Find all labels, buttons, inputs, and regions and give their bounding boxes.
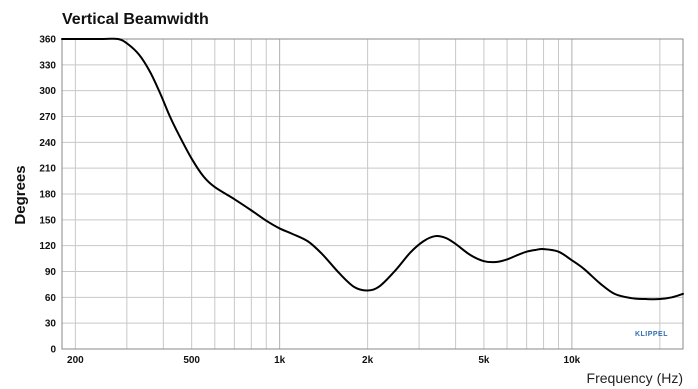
y-tick-label: 210 <box>39 164 56 175</box>
x-tick-label: 1k <box>274 355 286 366</box>
y-axis-ticks: 0 30 60 90 120 150 180 210 240 270 300 330 360 <box>39 35 56 356</box>
y-tick-label: 0 <box>50 345 56 356</box>
y-tick-label: 360 <box>39 35 56 46</box>
x-axis-label: Frequency (Hz) <box>587 370 683 386</box>
y-tick-label: 300 <box>39 86 56 97</box>
x-tick-label: 5k <box>478 355 490 366</box>
y-tick-label: 120 <box>39 241 56 252</box>
x-tick-label: 200 <box>67 355 84 366</box>
y-tick-label: 240 <box>39 138 56 149</box>
y-tick-label: 60 <box>45 293 57 304</box>
y-tick-label: 150 <box>39 215 56 226</box>
x-axis-ticks: 200 500 1k 2k 5k 10k <box>67 355 581 366</box>
grid <box>62 38 683 350</box>
y-axis-label: Degrees <box>12 165 29 224</box>
x-tick-label: 10k <box>564 355 581 366</box>
series-layer <box>61 37 684 301</box>
y-tick-label: 180 <box>39 190 56 201</box>
y-tick-label: 30 <box>45 319 57 330</box>
chart-title: Vertical Beamwidth <box>62 11 209 28</box>
y-tick-label: 270 <box>39 112 56 123</box>
beamwidth-line <box>61 37 684 301</box>
y-tick-label: 90 <box>45 267 57 278</box>
x-tick-label: 2k <box>362 355 374 366</box>
plot-frame <box>61 38 684 350</box>
y-tick-label: 330 <box>39 60 56 71</box>
klippel-watermark: KLIPPEL <box>635 331 668 338</box>
x-tick-label: 500 <box>183 355 200 366</box>
